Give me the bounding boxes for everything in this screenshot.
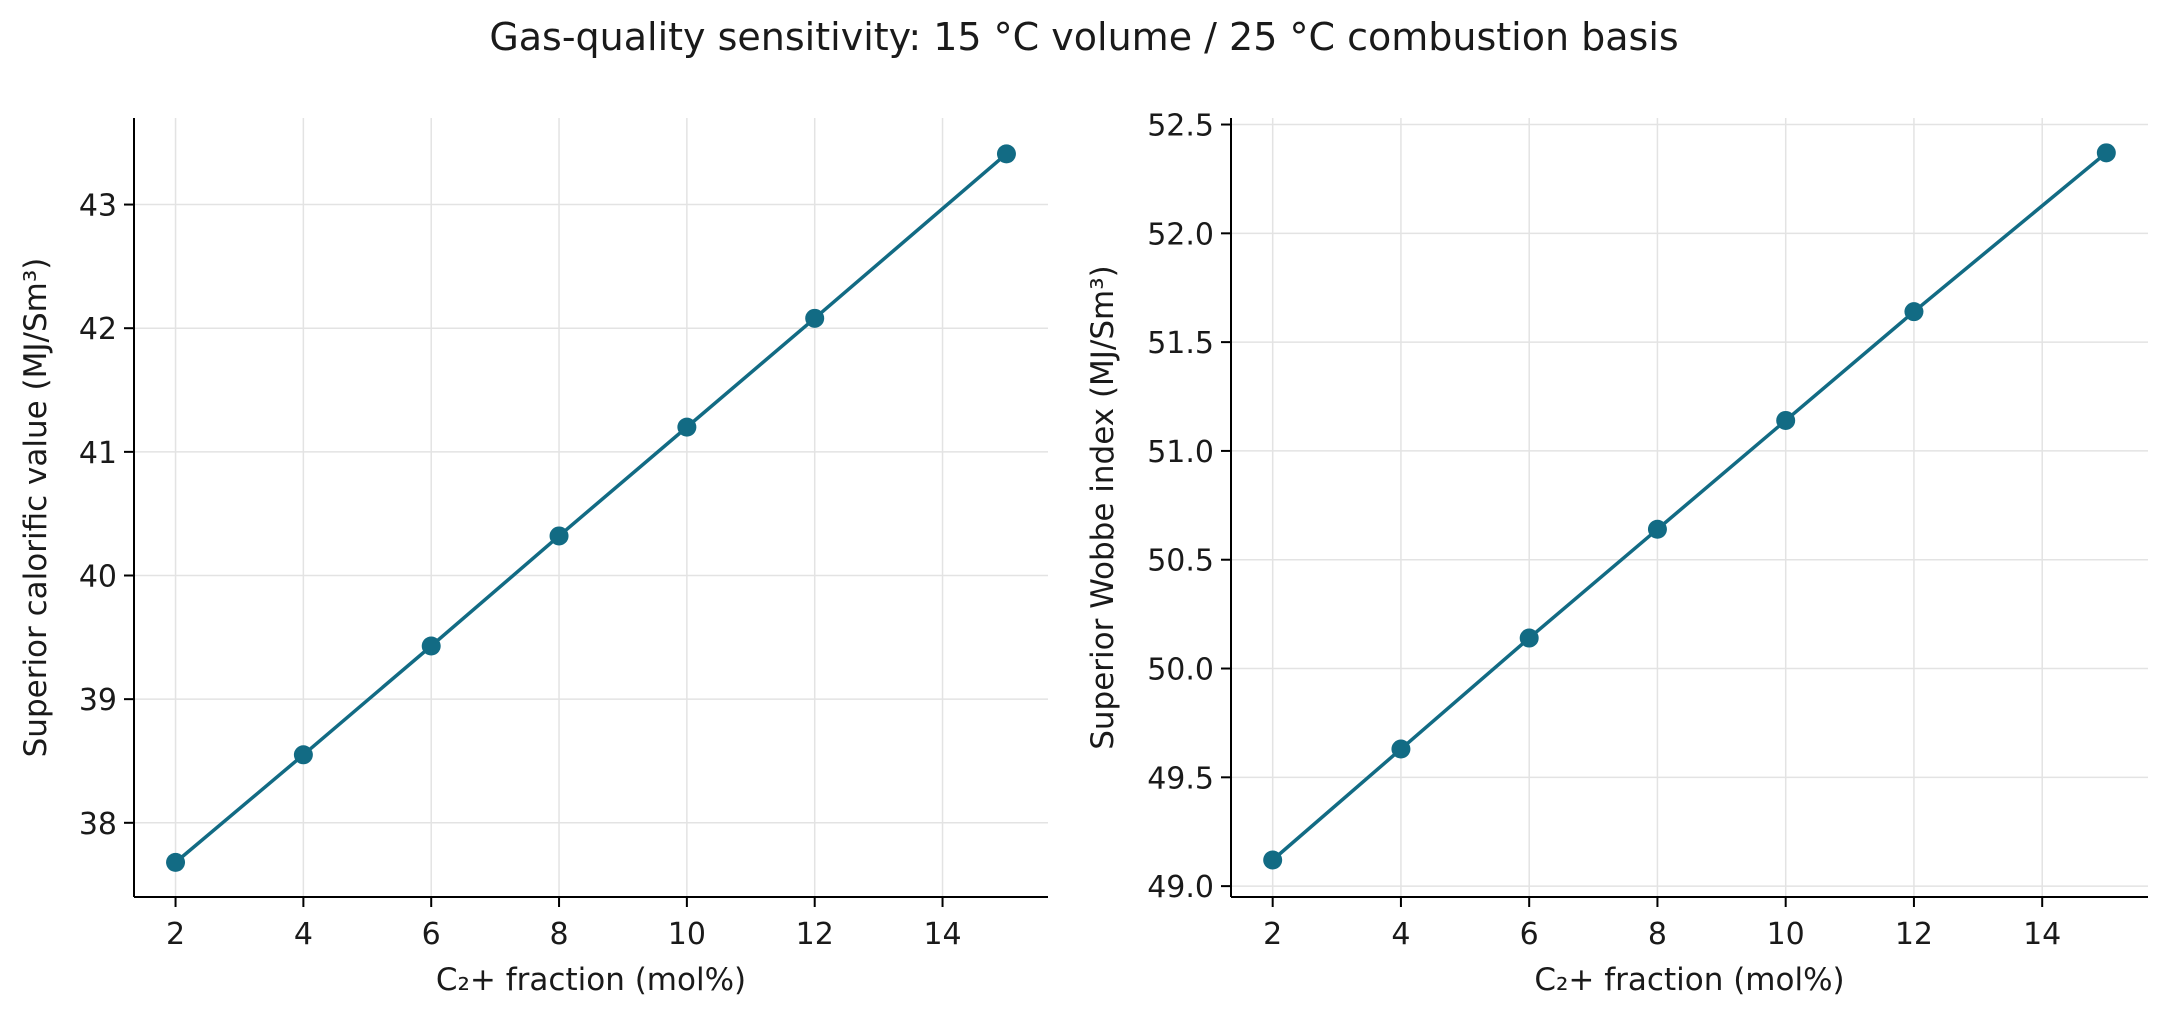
wobbe-y-axis-label: Superior Wobbe index (MJ/Sm³) xyxy=(1085,265,1121,750)
wobbe-x-tick-label: 2 xyxy=(1263,917,1282,952)
wobbe-x-axis-label: C₂+ fraction (mol%) xyxy=(1534,962,1844,998)
figure-title: Gas-quality sensitivity: 15 °C volume / … xyxy=(489,15,1678,59)
calorific-data-point xyxy=(421,636,441,656)
calorific-y-tick-label: 39 xyxy=(79,683,117,718)
wobbe-y-tick-label: 50.5 xyxy=(1147,544,1214,579)
wobbe-y-tick-label: 50.0 xyxy=(1147,653,1214,688)
wobbe-y-tick-label: 49.5 xyxy=(1147,761,1214,796)
calorific-x-tick-label: 2 xyxy=(166,917,185,952)
calorific-value-panel: 2 4 6 8 10 12 14 38 39 40 41 42 43 C₂+ fraction (mol%… xyxy=(18,118,1048,998)
calorific-data-point xyxy=(805,308,825,328)
wobbe-x-tick-label: 12 xyxy=(1895,917,1933,952)
wobbe-x-tick-label: 10 xyxy=(1767,917,1805,952)
wobbe-index-panel: 2 4 6 8 10 12 14 49.0 49.5 50.0 50.5 51.0 51.5 52.0 52… xyxy=(1085,109,2148,998)
calorific-data-point xyxy=(996,144,1016,164)
wobbe-data-point xyxy=(1904,302,1924,322)
wobbe-x-tick-label: 14 xyxy=(2023,917,2061,952)
calorific-data-point xyxy=(166,852,186,872)
wobbe-y-tick-label: 51.0 xyxy=(1147,435,1214,470)
wobbe-x-tick-label: 6 xyxy=(1520,917,1539,952)
wobbe-x-tick-label: 4 xyxy=(1391,917,1410,952)
calorific-x-tick-label: 4 xyxy=(294,917,313,952)
wobbe-y-tick-label: 52.0 xyxy=(1147,217,1214,252)
calorific-y-tick-label: 43 xyxy=(79,189,117,224)
wobbe-data-point xyxy=(1519,628,1539,648)
wobbe-data-point xyxy=(1391,739,1411,759)
calorific-x-axis-label: C₂+ fraction (mol%) xyxy=(436,962,746,998)
calorific-x-tick-label: 6 xyxy=(422,917,441,952)
calorific-data-point xyxy=(293,745,313,765)
wobbe-data-point xyxy=(1263,850,1283,870)
calorific-x-tick-label: 12 xyxy=(796,917,834,952)
wobbe-x-tick-label: 8 xyxy=(1648,917,1667,952)
calorific-x-tick-label: 10 xyxy=(668,917,706,952)
calorific-y-tick-label: 41 xyxy=(79,436,117,471)
calorific-x-tick-label: 14 xyxy=(923,917,961,952)
calorific-data-point xyxy=(677,417,697,437)
calorific-data-point xyxy=(549,526,569,546)
calorific-x-tick-label: 8 xyxy=(549,917,568,952)
wobbe-y-tick-label: 49.0 xyxy=(1147,870,1214,905)
wobbe-y-tick-label: 51.5 xyxy=(1147,326,1214,361)
calorific-y-axis-label: Superior calorific value (MJ/Sm³) xyxy=(18,258,54,758)
wobbe-data-point xyxy=(1647,519,1667,539)
calorific-y-tick-label: 38 xyxy=(79,807,117,842)
calorific-y-tick-label: 40 xyxy=(79,560,117,595)
wobbe-data-point xyxy=(1776,410,1796,430)
calorific-y-tick-label: 42 xyxy=(79,312,117,347)
wobbe-data-point xyxy=(2096,143,2116,163)
wobbe-y-tick-label: 52.5 xyxy=(1147,109,1214,144)
